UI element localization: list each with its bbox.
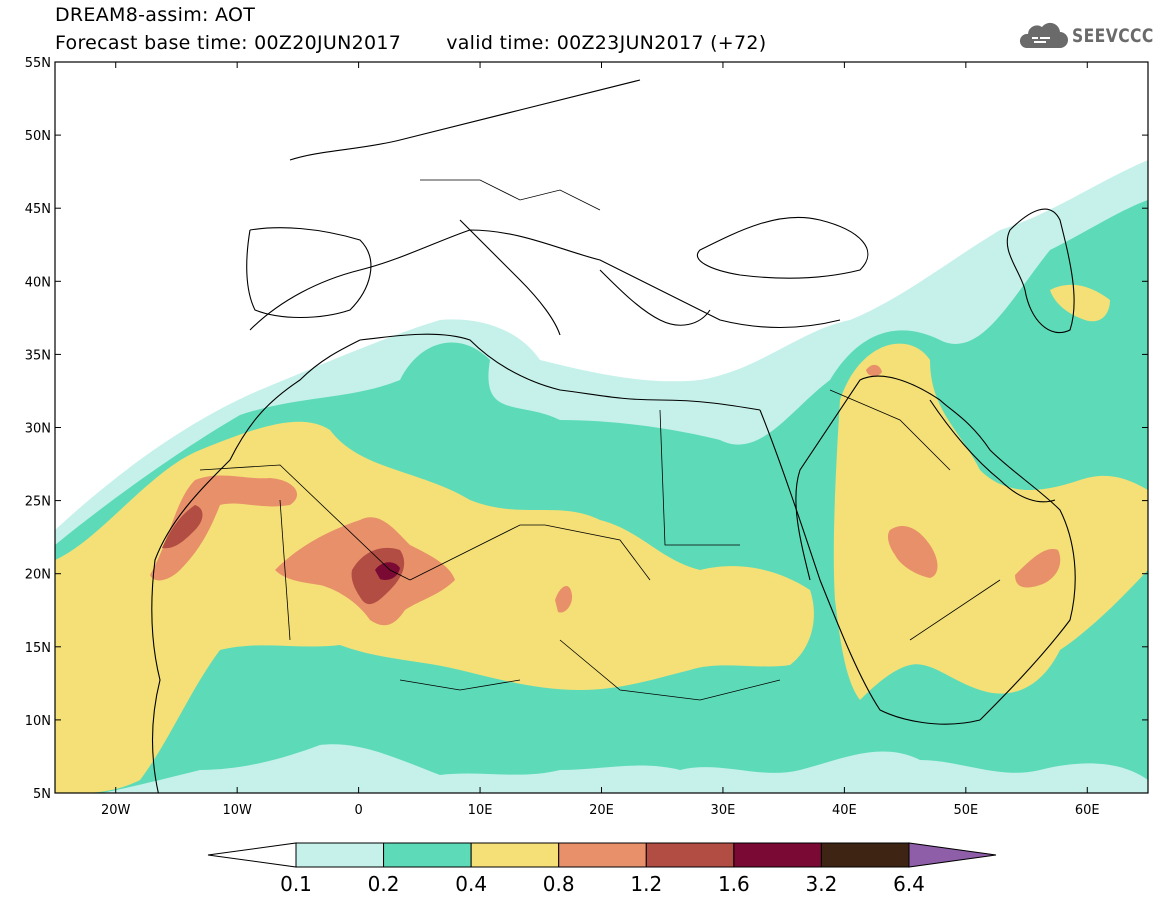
logo-text: SEEVCCC (1072, 25, 1154, 47)
border-libya-egypt (659, 409, 740, 546)
seevccc-logo: SEEVCCC (1016, 22, 1165, 50)
coastline-mediterranean-south (359, 333, 761, 411)
lon-tick-label: 10W (222, 803, 252, 818)
colorbar-swatch (295, 842, 385, 868)
coastline-italy (459, 219, 561, 336)
colorbar-swatch (645, 842, 735, 868)
border-iraq-saudi (829, 389, 951, 471)
border-mali-algeria (199, 464, 411, 581)
lat-tick-label: 10N (25, 714, 51, 729)
borders (199, 179, 1001, 701)
coastline-europe-south (249, 229, 841, 331)
colorbar-swatch (470, 842, 560, 868)
aot-field-0-8-chad (555, 585, 573, 613)
coastline-black-sea (697, 216, 869, 279)
coastlines (151, 79, 1076, 793)
colorbar-swatch (733, 842, 822, 868)
latitude-axis: 55N 50N 45N 40N 35N 30N 25N 20N 15N 10N 5N (25, 56, 1148, 802)
lat-tick-label: 50N (25, 129, 51, 144)
coastline-arabia-east (939, 399, 1076, 721)
border-chad-sudan (544, 524, 651, 581)
colorbar-swatch (383, 842, 472, 868)
aot-field-1-2-mauritania (162, 505, 203, 549)
lat-tick-label: 35N (25, 348, 51, 363)
aot-field-0-8-mauritania (150, 475, 298, 581)
aot-field-0-8-iraq (866, 364, 882, 377)
aot-field (55, 160, 1148, 793)
lat-tick-label: 40N (25, 275, 51, 290)
chart-title: DREAM8-assim: AOT (55, 4, 256, 26)
coastline-iberia (246, 227, 372, 319)
border-niger-libya (409, 524, 545, 581)
colorbar-level-label: 6.4 (893, 872, 925, 896)
lat-tick-label: 15N (25, 641, 51, 656)
colorbar-level-label: 3.2 (806, 872, 838, 896)
base-time-label: Forecast base time: 00Z20JUN2017 (55, 32, 402, 54)
border-saudi-yemen (909, 579, 1001, 641)
border-mauritania-mali (279, 499, 291, 641)
colorbar-level-label: 0.4 (455, 872, 487, 896)
colorbar: 0.1 0.2 0.4 0.8 1.2 1.6 3.2 6.4 (207, 842, 997, 896)
coastline-persian-gulf (929, 399, 1056, 503)
valid-time-label: valid time: 00Z23JUN2017 (+72) (446, 32, 767, 54)
colorbar-swatch (820, 842, 910, 868)
lat-tick-label: 55N (25, 56, 51, 71)
lon-tick-label: 10E (468, 803, 493, 818)
lon-tick-label: 40E (832, 803, 857, 818)
aot-field-0-8-arabia (887, 525, 938, 578)
lat-tick-label: 5N (33, 787, 51, 802)
aot-field-1-6-core (375, 562, 400, 580)
colorbar-level-label: 1.2 (630, 872, 662, 896)
coastline-red-sea-west (759, 409, 981, 725)
coastline-greece (599, 269, 711, 326)
time-info: Forecast base time: 00Z20JUN2017 valid ti… (55, 32, 767, 54)
aot-field-0-8-gulf (1015, 549, 1061, 588)
lon-tick-label: 30E (711, 803, 736, 818)
aot-field-1-2-sahara (351, 547, 405, 605)
aot-field-0-4-west (55, 421, 814, 793)
colorbar-level-label: 0.2 (368, 872, 400, 896)
border-sudan-south (559, 639, 781, 701)
colorbar-under-triangle (207, 842, 297, 868)
lon-tick-label: 60E (1075, 803, 1100, 818)
aot-field-0-4-caspian (1050, 284, 1110, 322)
lon-tick-label: 0 (354, 803, 362, 818)
lon-tick-label: 20W (101, 803, 131, 818)
cloud-icon (1019, 22, 1068, 48)
border-nigeria-niger (399, 679, 521, 691)
lat-tick-label: 30N (25, 422, 51, 437)
colorbar-over-triangle (908, 842, 997, 868)
colorbar-swatch (558, 842, 647, 868)
lon-tick-label: 50E (953, 803, 978, 818)
border-central-europe (420, 179, 601, 211)
coastline-caspian (1006, 208, 1075, 334)
lat-tick-label: 20N (25, 568, 51, 583)
longitude-axis: 20W 10W 0 10E 20E 30E 40E 50E 60E (101, 62, 1100, 818)
colorbar-level-label: 0.8 (543, 872, 575, 896)
lat-tick-label: 45N (25, 202, 51, 217)
lon-tick-label: 20E (589, 803, 614, 818)
colorbar-level-label: 1.6 (718, 872, 750, 896)
coastline-west-africa (151, 339, 361, 793)
lat-tick-label: 25N (25, 495, 51, 510)
colorbar-level-label: 0.1 (280, 872, 312, 896)
coastline-europe-north (289, 79, 641, 161)
coastline-red-sea-east (795, 375, 941, 581)
